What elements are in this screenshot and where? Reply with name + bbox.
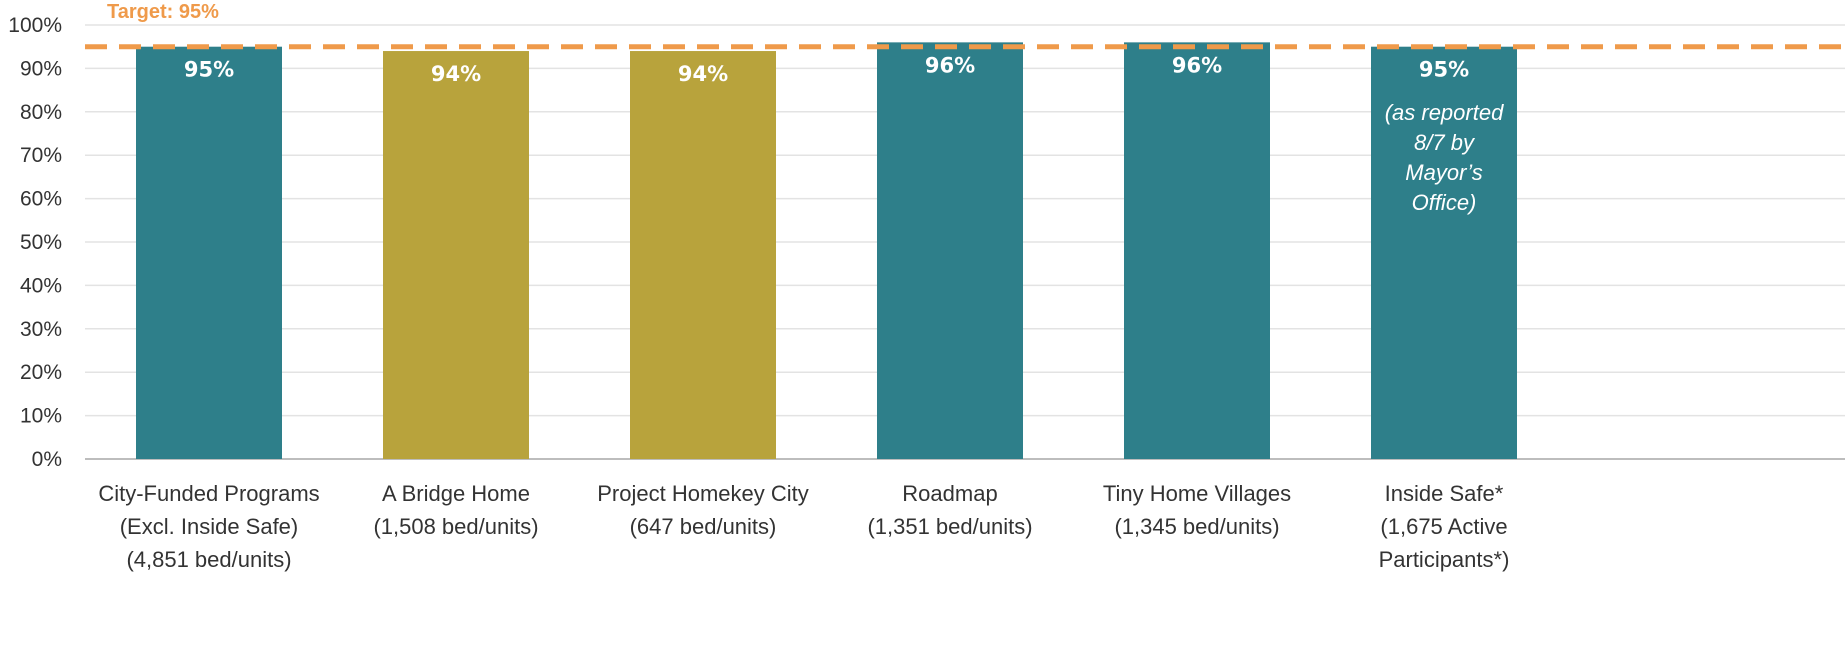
data-labels: 95% 94% 94% 96% 96% 95% (as reported 8/7 by Mayo…	[184, 53, 1504, 215]
annotation-text: 8/7 by	[1414, 130, 1476, 155]
category-labels: City-Funded Programs (Excl. Inside Safe) (…	[98, 481, 1509, 572]
bar	[136, 46, 282, 459]
target-line-group: Target: 95%	[85, 1, 1845, 50]
bar	[1124, 42, 1270, 460]
y-axis-ticks: 0% 10% 20% 30% 40% 50% 60% 70% 80% 90% 100%	[8, 14, 62, 471]
y-tick-label: 50%	[20, 231, 62, 254]
y-tick-label: 0%	[32, 448, 62, 471]
y-tick-label: 80%	[20, 101, 62, 124]
y-tick-label: 100%	[8, 14, 62, 37]
y-tick-label: 20%	[20, 361, 62, 384]
y-tick-label: 40%	[20, 274, 62, 297]
category-label: (4,851 bed/units)	[126, 547, 291, 572]
y-tick-label: 10%	[20, 405, 62, 428]
annotation-text: (as reported	[1385, 100, 1504, 125]
bars	[136, 42, 1517, 460]
data-label: 94%	[678, 62, 728, 86]
target-label: Target: 95%	[107, 1, 219, 23]
category-label: (1,345 bed/units)	[1114, 514, 1279, 539]
bar	[383, 51, 529, 459]
category-label: (Excl. Inside Safe)	[120, 514, 299, 539]
y-tick-label: 90%	[20, 57, 62, 80]
category-label: Participants*)	[1379, 547, 1510, 572]
annotation-text: Mayor’s	[1405, 160, 1482, 185]
data-label: 94%	[431, 62, 481, 86]
category-label: (1,351 bed/units)	[867, 514, 1032, 539]
category-label: (1,675 Active	[1380, 514, 1507, 539]
category-label: Project Homekey City	[597, 481, 809, 506]
y-tick-label: 60%	[20, 188, 62, 211]
data-label: 95%	[1419, 58, 1469, 82]
category-label: A Bridge Home	[382, 481, 530, 506]
category-label: Roadmap	[902, 481, 997, 506]
bar	[630, 51, 776, 459]
category-label: (1,508 bed/units)	[373, 514, 538, 539]
data-label: 96%	[925, 53, 975, 77]
data-label: 96%	[1172, 53, 1222, 77]
y-tick-label: 30%	[20, 318, 62, 341]
bar	[1371, 46, 1517, 459]
annotation-text: Office)	[1412, 190, 1477, 215]
y-tick-label: 70%	[20, 144, 62, 167]
bar	[877, 42, 1023, 460]
data-label: 95%	[184, 58, 234, 82]
category-label: City-Funded Programs	[98, 481, 319, 506]
category-label: Tiny Home Villages	[1103, 481, 1291, 506]
category-label: (647 bed/units)	[630, 514, 777, 539]
category-label: Inside Safe*	[1385, 481, 1504, 506]
